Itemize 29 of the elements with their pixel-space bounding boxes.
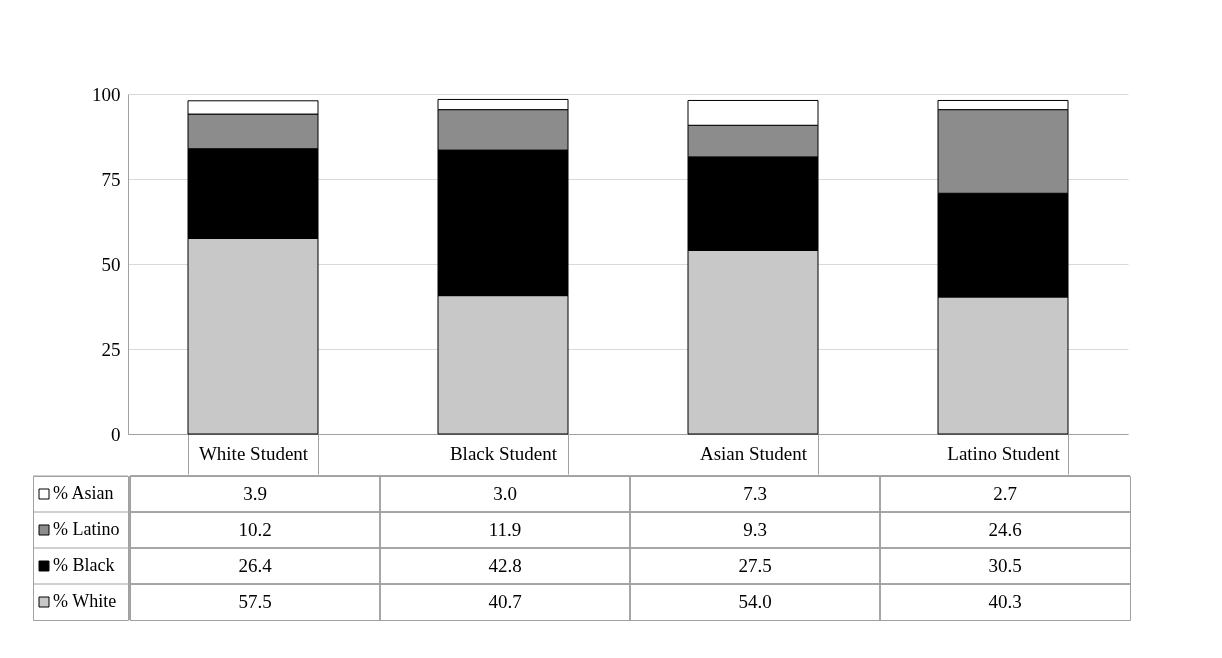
legend-label: % Black: [53, 555, 115, 575]
data-label: 3.9: [243, 483, 267, 504]
x-tick-label: Asian Student: [699, 442, 808, 464]
data-label: 42.8: [488, 555, 522, 576]
y-tick-label: 50: [101, 253, 121, 275]
data-label: 57.5: [238, 591, 272, 612]
data-label: 3.0: [493, 483, 517, 504]
y-tick-label: 75: [101, 168, 121, 190]
data-label: 24.6: [988, 519, 1022, 540]
data-label: 7.3: [743, 483, 767, 504]
data-label: 27.5: [738, 555, 772, 576]
y-tick-label: 0: [111, 423, 121, 445]
legend-label: % Latino: [53, 519, 120, 539]
data-label: 54.0: [738, 591, 772, 612]
data-label: 9.3: [743, 519, 767, 540]
data-label: 10.2: [238, 519, 272, 540]
legend-label: % Asian: [53, 483, 114, 503]
y-tick-label: 100: [92, 83, 121, 105]
data-label: 26.4: [238, 555, 273, 576]
data-label: 30.5: [988, 555, 1022, 576]
y-tick-label: 25: [101, 338, 121, 360]
x-tick-label: Black Student: [449, 442, 558, 464]
data-label: 11.9: [488, 519, 522, 540]
x-tick-label: Latino Student: [947, 442, 1061, 464]
data-label: 40.3: [988, 591, 1022, 612]
x-tick-label: White Student: [198, 442, 309, 464]
data-label: 2.7: [993, 483, 1017, 504]
data-label: 40.7: [488, 591, 522, 612]
legend-label: % White: [53, 591, 117, 611]
